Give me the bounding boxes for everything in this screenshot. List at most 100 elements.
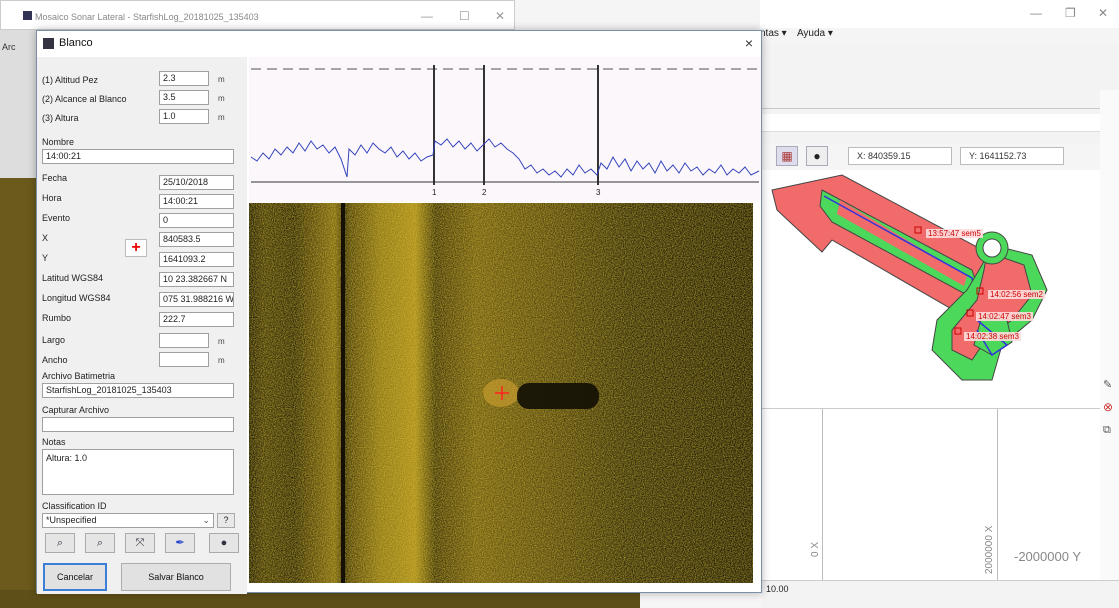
largo-field[interactable] bbox=[159, 333, 209, 348]
map-label: 14:02:47 sem3 bbox=[976, 312, 1033, 321]
remove-icon[interactable]: ⊗ bbox=[1103, 400, 1114, 414]
altitude-profile-plot: 1 2 3 bbox=[249, 57, 761, 202]
altura-label: (3) Altura bbox=[42, 113, 79, 123]
altitud-pez-field[interactable]: 2.3 bbox=[159, 71, 209, 86]
alcance-field[interactable]: 3.5 bbox=[159, 90, 209, 105]
y-label: Y bbox=[42, 253, 49, 263]
camera-icon[interactable]: ● bbox=[806, 146, 828, 166]
longitud-field[interactable]: 075 31.988216 W bbox=[159, 292, 234, 307]
close-icon[interactable]: × bbox=[744, 35, 753, 51]
profile-graph: 1 2 3 bbox=[250, 65, 760, 197]
nombre-field[interactable]: 14:00:21 bbox=[42, 149, 234, 164]
camera-icon[interactable]: ● bbox=[209, 533, 239, 553]
nombre-label: Nombre bbox=[42, 137, 75, 147]
hora-label: Hora bbox=[42, 193, 62, 203]
notas-textarea[interactable]: Altura: 1.0 bbox=[42, 449, 234, 495]
sonar-image-view[interactable] bbox=[249, 203, 753, 583]
ancho-field[interactable] bbox=[159, 352, 209, 367]
menu-item-herramientas[interactable]: ntas ▾ bbox=[760, 28, 787, 39]
rumbo-label: Rumbo bbox=[42, 313, 72, 323]
target-dialog: Blanco × (1) Altitud Pez 2.3 m (2) Alcan… bbox=[36, 30, 762, 594]
latitud-field[interactable]: 10 23.382667 N bbox=[159, 272, 234, 287]
evento-field[interactable]: 0 bbox=[159, 213, 234, 228]
axis-label: 2000000 X bbox=[984, 525, 995, 574]
layer-icon[interactable]: ⧉ bbox=[1103, 424, 1111, 436]
axis-label: -2000000 Y bbox=[1014, 549, 1081, 564]
notas-label: Notas bbox=[42, 437, 66, 447]
main-window-titlebar: Mosaico Sonar Lateral - StarfishLog_2018… bbox=[0, 0, 515, 30]
capturar-field[interactable] bbox=[42, 417, 234, 432]
alcance-label: (2) Alcance al Blanco bbox=[42, 94, 127, 104]
classification-help-button[interactable]: ? bbox=[217, 513, 235, 528]
right-panel-header bbox=[760, 114, 1100, 132]
fecha-field[interactable]: 25/10/2018 bbox=[159, 175, 234, 190]
unit-label: m bbox=[218, 337, 225, 346]
restore-icon[interactable]: ❐ bbox=[1065, 6, 1076, 20]
grid-canvas[interactable]: 0 X 2000000 X -2000000 Y bbox=[762, 408, 1100, 581]
background-sonar-strip bbox=[0, 178, 36, 598]
zoom-in-icon[interactable]: ⌕ bbox=[45, 533, 75, 553]
axis-label: 0 X bbox=[810, 541, 821, 557]
batimetria-label: Archivo Batimetria bbox=[42, 371, 116, 381]
longitud-label: Longitud WGS84 bbox=[42, 293, 111, 303]
marker-2-label: 2 bbox=[482, 188, 487, 197]
largo-label: Largo bbox=[42, 335, 66, 345]
hora-field[interactable]: 14:00:21 bbox=[159, 194, 234, 209]
maximize-icon[interactable]: ☐ bbox=[459, 9, 470, 23]
classification-select[interactable]: *Unspecified ⌄ bbox=[42, 513, 214, 528]
fit-view-icon[interactable]: ⤧ bbox=[125, 533, 155, 553]
background-sonar-bottom bbox=[0, 590, 640, 608]
altitud-pez-label: (1) Altitud Pez bbox=[42, 75, 99, 85]
unit-label: m bbox=[218, 356, 225, 365]
minimize-icon[interactable]: — bbox=[1030, 6, 1042, 20]
divider bbox=[760, 108, 1105, 109]
marker-1-label: 1 bbox=[432, 188, 437, 197]
y-coordinate-readout: Y: 1641152.73 bbox=[960, 147, 1064, 165]
unit-label: m bbox=[218, 75, 225, 84]
menu-fragment: Arc bbox=[2, 42, 16, 52]
map-label: 14:02:56 sem2 bbox=[988, 290, 1045, 299]
dialog-title: Blanco bbox=[59, 37, 93, 49]
menu-item-ayuda[interactable]: Ayuda ▾ bbox=[796, 28, 833, 39]
rumbo-field[interactable]: 222.7 bbox=[159, 312, 234, 327]
status-bar: 10.00 bbox=[762, 580, 1119, 608]
dialog-titlebar: Blanco × bbox=[37, 31, 761, 55]
coordinate-toolbar: ▦ ● X: 840359.15 Y: 1641152.73 bbox=[770, 144, 1100, 170]
close-icon[interactable]: ✕ bbox=[1098, 6, 1109, 20]
capturar-label: Capturar Archivo bbox=[42, 405, 110, 415]
status-value: 10.00 bbox=[766, 584, 789, 594]
right-app-titlebar: — ❐ ✕ bbox=[760, 0, 1119, 28]
save-target-button[interactable]: Salvar Blanco bbox=[121, 563, 231, 591]
right-tool-column: ⊗ ✎ ⧉ bbox=[1100, 90, 1119, 590]
map-drawing bbox=[771, 174, 1048, 381]
grid-line bbox=[997, 409, 998, 581]
main-window-title: Mosaico Sonar Lateral - StarfishLog_2018… bbox=[35, 12, 259, 22]
sonar-image bbox=[249, 203, 753, 583]
target-form: (1) Altitud Pez 2.3 m (2) Alcance al Bla… bbox=[37, 57, 247, 594]
fecha-label: Fecha bbox=[42, 173, 68, 183]
x-coordinate-readout: X: 840359.15 bbox=[848, 147, 952, 165]
x-label: X bbox=[42, 233, 49, 243]
tool-icon[interactable]: ✎ bbox=[1103, 379, 1113, 391]
zoom-out-icon[interactable]: ⌕ bbox=[85, 533, 115, 553]
pick-position-button[interactable]: + bbox=[125, 239, 147, 257]
dialog-icon bbox=[43, 38, 54, 49]
close-icon[interactable]: ✕ bbox=[495, 9, 506, 23]
grid-tool-icon[interactable]: ▦ bbox=[776, 146, 798, 166]
latitud-label: Latitud WGS84 bbox=[42, 273, 104, 283]
x-field[interactable]: 840583.5 bbox=[159, 232, 234, 247]
ancho-label: Ancho bbox=[42, 355, 68, 365]
map-canvas[interactable]: 13:57:47 sem5 14:02:56 sem2 14:02:47 sem… bbox=[762, 170, 1100, 408]
batimetria-field[interactable]: StarfishLog_20181025_135403 bbox=[42, 383, 234, 398]
evento-label: Evento bbox=[42, 213, 71, 223]
minimize-icon[interactable]: — bbox=[421, 9, 433, 23]
map-label: 14:02:38 sem3 bbox=[964, 332, 1021, 341]
classification-label: Classification ID bbox=[42, 501, 107, 511]
altura-field[interactable]: 1.0 bbox=[159, 109, 209, 124]
marker-3-label: 3 bbox=[596, 188, 601, 197]
right-app-menubar: ntas ▾ Ayuda ▾ bbox=[760, 28, 1119, 44]
app-icon bbox=[23, 11, 32, 20]
cancel-button[interactable]: Cancelar bbox=[43, 563, 107, 591]
measure-pen-icon[interactable]: ✒ bbox=[165, 533, 195, 553]
y-field[interactable]: 1641093.2 bbox=[159, 252, 234, 267]
